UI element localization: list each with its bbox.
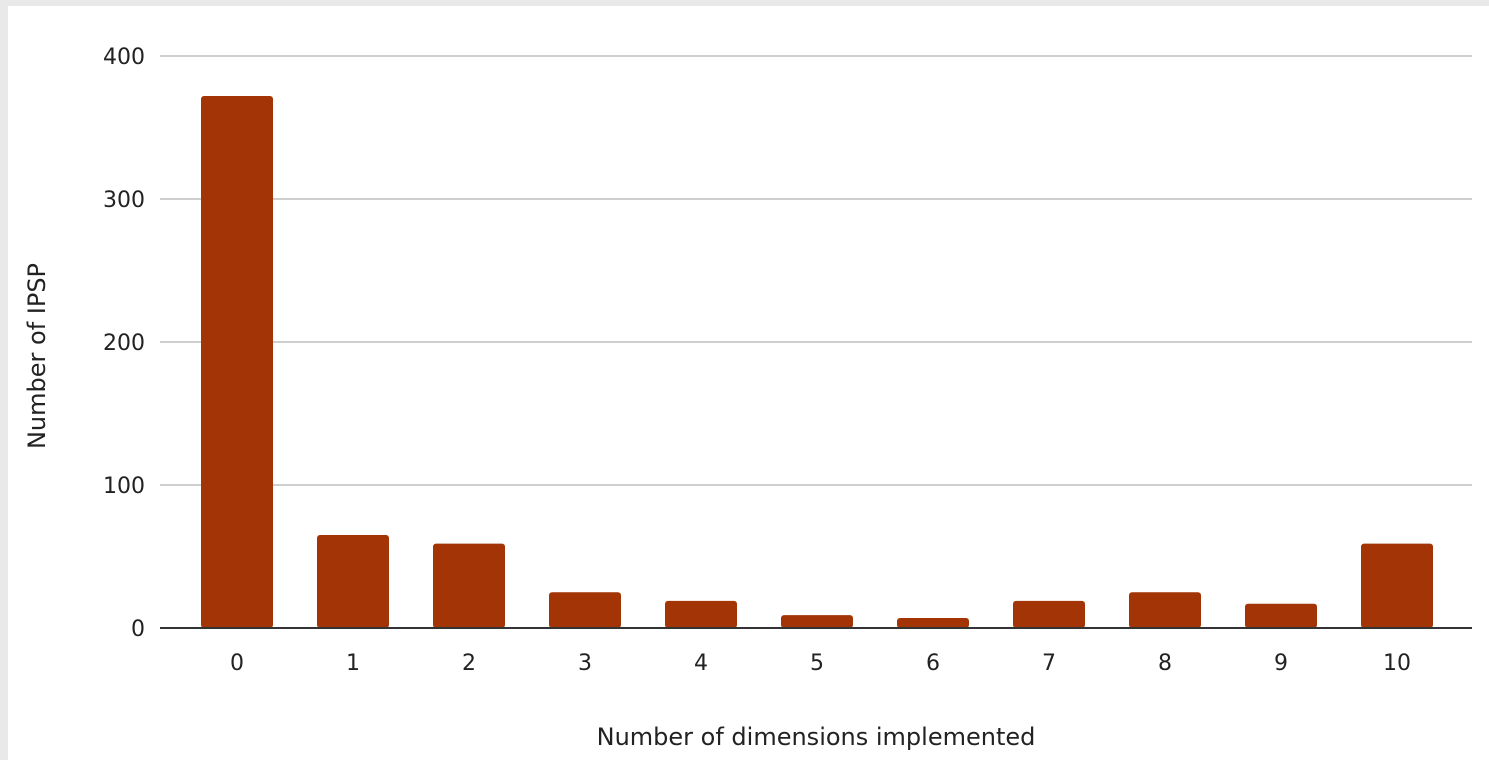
- x-tick-label: 7: [1042, 651, 1056, 676]
- bar-4: [665, 600, 737, 628]
- gridlines: [160, 55, 1472, 486]
- x-tick-label: 4: [694, 651, 708, 676]
- x-axis-title: Number of dimensions implemented: [597, 723, 1036, 751]
- bars: [201, 96, 1433, 629]
- bar-7: [1013, 600, 1085, 628]
- y-tick-label: 400: [103, 45, 145, 70]
- bar-3: [549, 592, 621, 628]
- x-tick-label: 1: [346, 651, 360, 676]
- y-tick-labels: 0 100 200 300 400: [103, 45, 145, 642]
- bar-9: [1245, 603, 1317, 628]
- bar-0: [201, 96, 273, 629]
- y-axis-title: Number of IPSP: [23, 263, 51, 449]
- bar-2: [433, 543, 505, 628]
- y-tick-label: 0: [131, 617, 145, 642]
- x-tick-label: 5: [810, 651, 824, 676]
- bar-6: [897, 617, 969, 628]
- x-tick-label: 3: [578, 651, 592, 676]
- x-tick-label: 9: [1274, 651, 1288, 676]
- y-tick-label: 200: [103, 331, 145, 356]
- y-tick-label: 300: [103, 188, 145, 213]
- bar-10: [1361, 543, 1433, 628]
- x-tick-label: 10: [1383, 651, 1411, 676]
- x-tick-label: 0: [230, 651, 244, 676]
- x-tick-label: 6: [926, 651, 940, 676]
- bar-8: [1129, 592, 1201, 628]
- bar-1: [317, 535, 389, 628]
- y-tick-label: 100: [103, 474, 145, 499]
- bar-5: [781, 615, 853, 628]
- x-tick-label: 2: [462, 651, 476, 676]
- x-tick-label: 8: [1158, 651, 1172, 676]
- x-tick-labels: 0 1 2 3 4 5 6 7 8 9 10: [230, 651, 1411, 676]
